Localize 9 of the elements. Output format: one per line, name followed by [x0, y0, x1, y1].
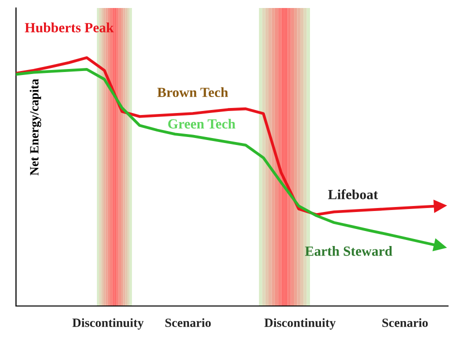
- series-label: Brown Tech: [157, 87, 228, 98]
- text: Scenario: [165, 318, 211, 328]
- annotation: Earth Steward: [305, 246, 392, 256]
- series-label: Green Tech: [168, 118, 236, 129]
- text: Scenario: [382, 318, 428, 328]
- text: Discontinuity: [264, 318, 336, 330]
- annotation: Lifeboat: [328, 189, 378, 200]
- y-axis-title: Net Energy/capita: [30, 78, 42, 176]
- text: Discontinuity: [72, 318, 144, 330]
